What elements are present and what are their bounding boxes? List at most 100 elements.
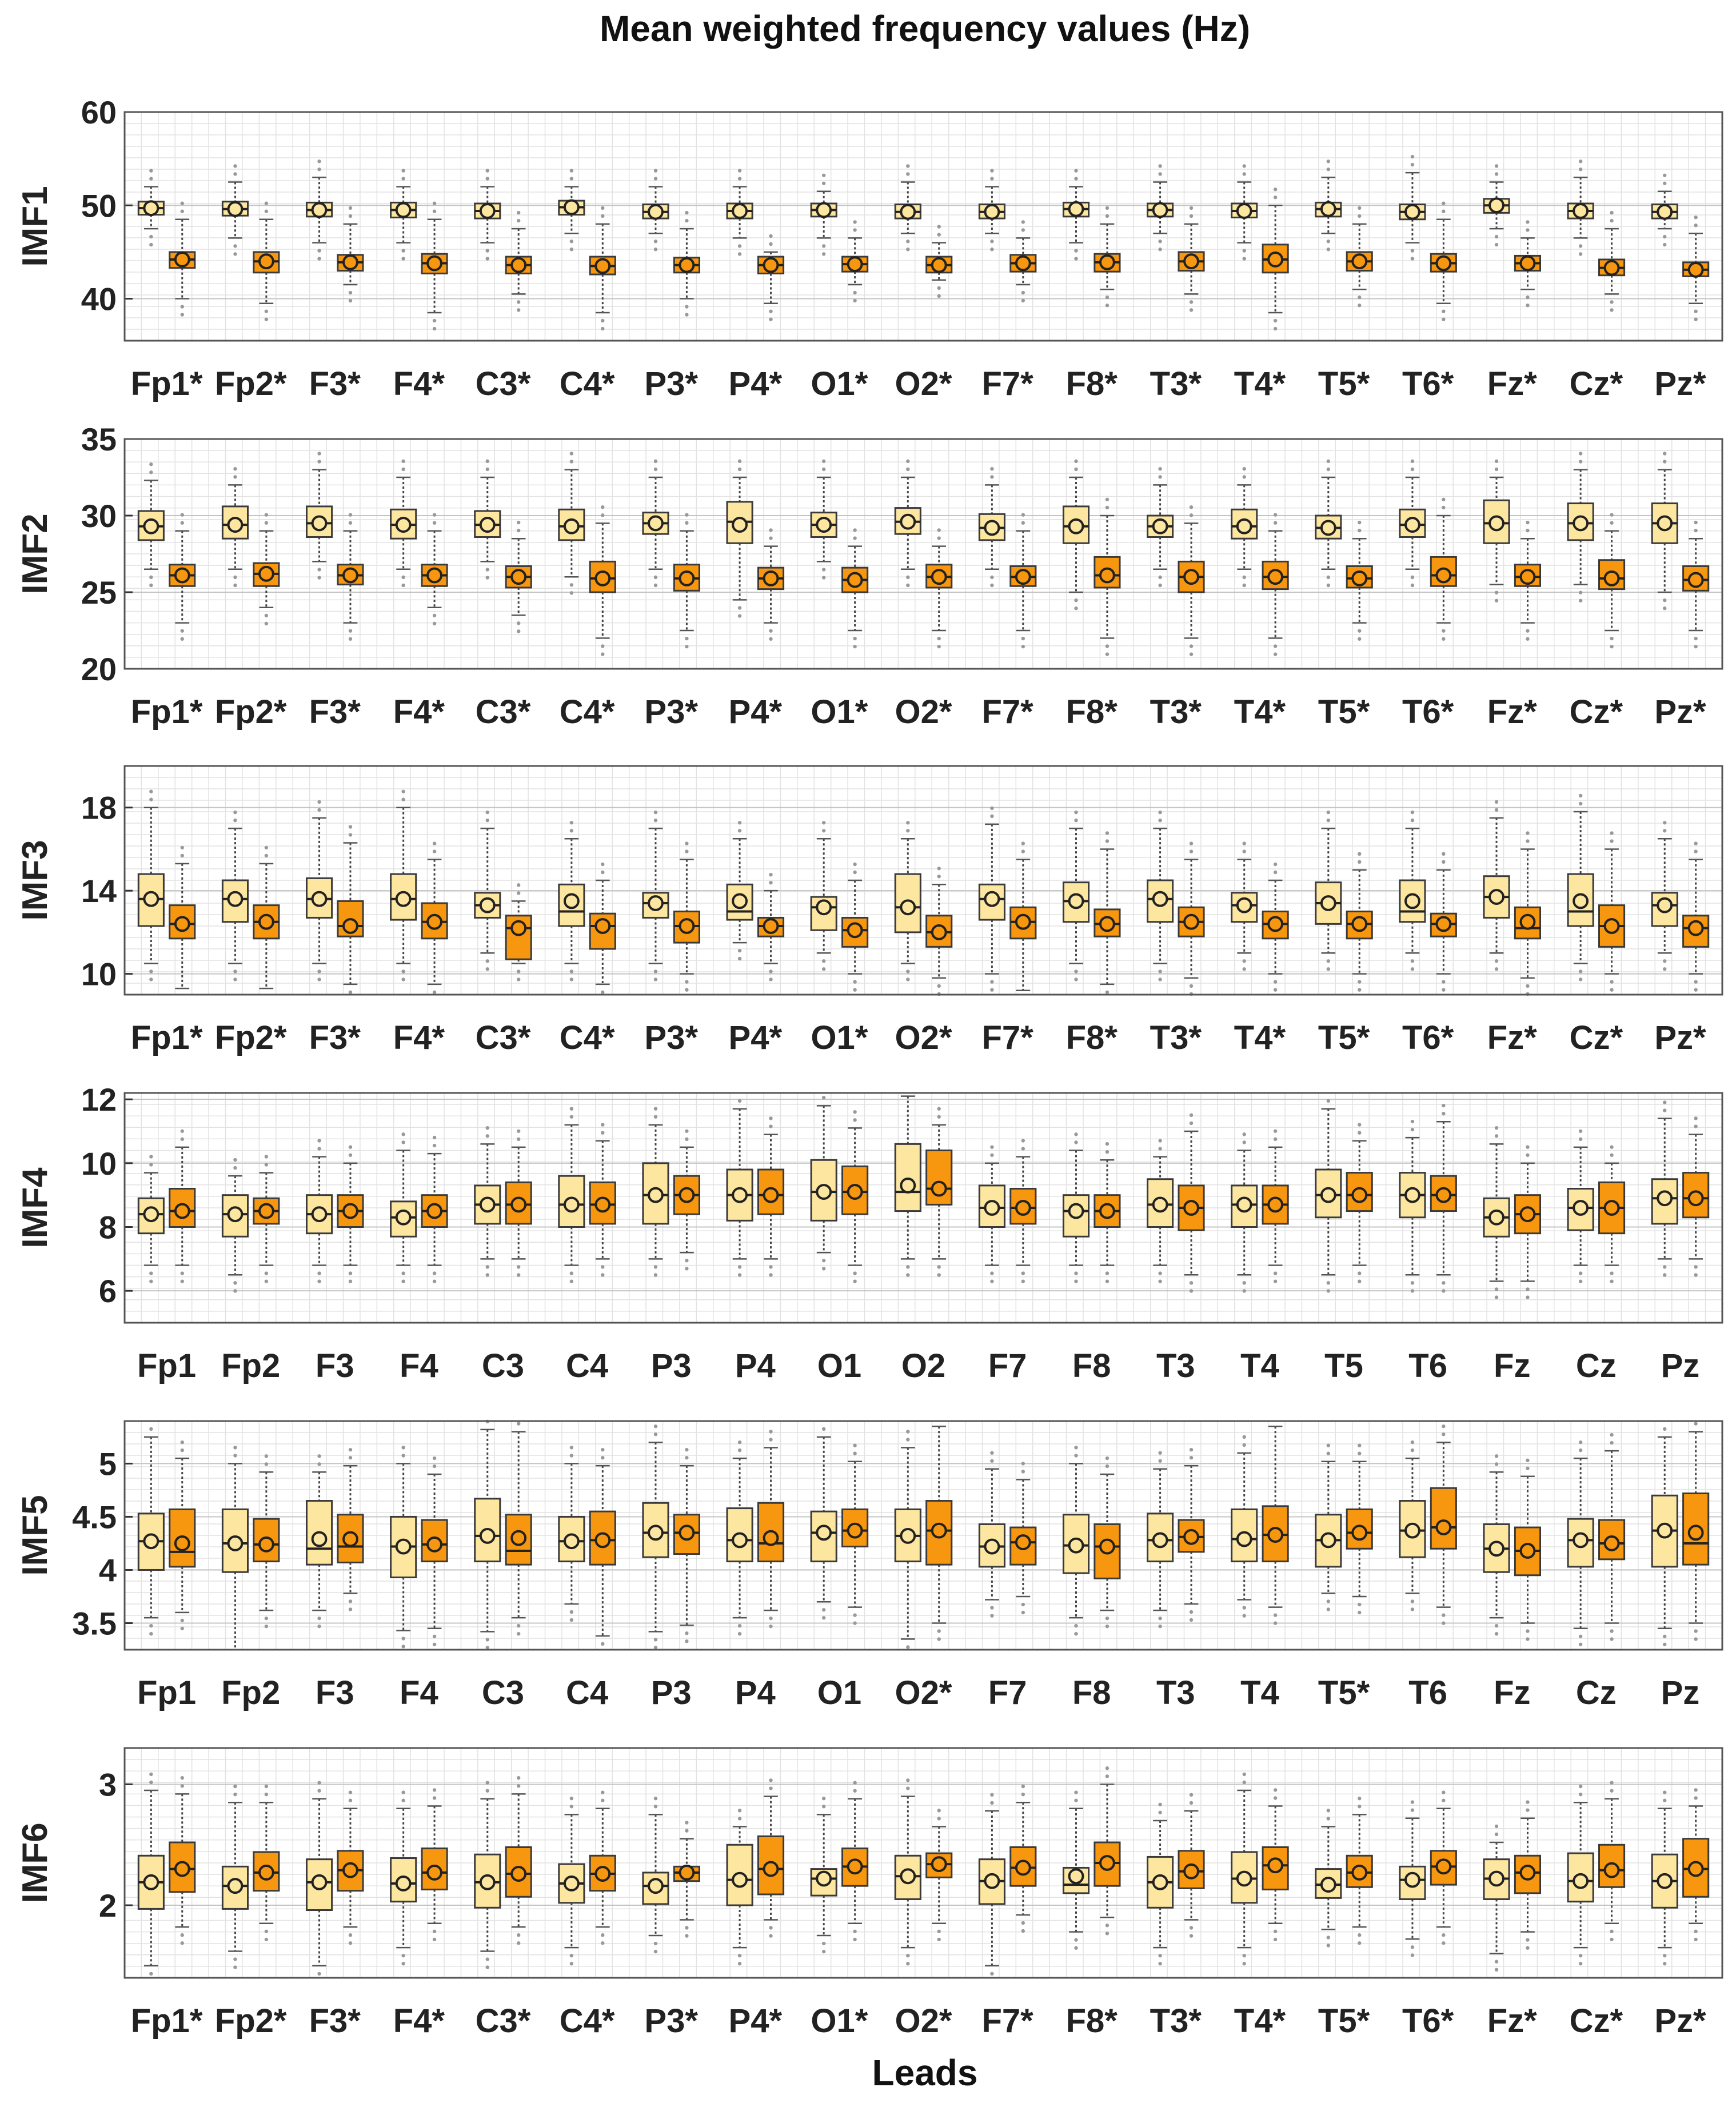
- panel-1-box-2: [1009, 220, 1037, 303]
- panel-1-box-2: [337, 206, 364, 303]
- panel-1-xtick-label: T6*: [1402, 365, 1454, 402]
- panel-2-box-1: [1483, 459, 1510, 602]
- panel-6-xtick-label: F4*: [393, 2002, 445, 2040]
- panel-6-box-2: [1094, 1766, 1121, 1936]
- panel-4-box-2: [253, 1155, 280, 1283]
- panel-4-box-2: [925, 1107, 953, 1277]
- panel-1-ytick-label: 50: [81, 187, 117, 224]
- panel-5-box-1: [390, 1446, 417, 1649]
- panel-4-ytick-label: 8: [99, 1210, 117, 1246]
- panel-4-xtick-label: Cz: [1576, 1347, 1617, 1384]
- panel-2-box-2: [1094, 497, 1121, 656]
- panel-2-box-2: [1430, 497, 1457, 641]
- panel-3-box-1: [642, 810, 669, 981]
- panel-4-box-2: [421, 1135, 448, 1283]
- panel-6-xtick-label: Fp1*: [131, 2002, 203, 2040]
- panel-6-box-1: [1315, 1809, 1342, 1948]
- panel-5-box-2: [925, 1426, 953, 1641]
- panel-4-box-1: [642, 1107, 669, 1277]
- panel-4-box-2: [589, 1123, 616, 1277]
- panel-1-box-2: [841, 220, 869, 303]
- panel-3-box-1: [894, 821, 921, 981]
- panel-1-box-1: [474, 169, 501, 261]
- panel-2-box-2: [1262, 513, 1289, 656]
- panel-1-xtick-label: C4*: [560, 365, 615, 402]
- panel-6-box-1: [474, 1781, 501, 1969]
- panel-2-box-2: [673, 513, 700, 649]
- panel-5-box-1: [1651, 1427, 1678, 1646]
- panel-6-xtick-label: Cz*: [1570, 2002, 1623, 2040]
- panel-2-xtick-label: F3*: [309, 693, 361, 731]
- panel-4-xtick-label: O2: [901, 1347, 945, 1384]
- panel-3-box-2: [589, 862, 616, 995]
- panel-3-box-1: [978, 806, 1005, 992]
- panel-3-box-1: [1147, 810, 1174, 981]
- panel-3-xtick-label: F7*: [981, 1019, 1033, 1056]
- panel-1-xtick-label: Cz*: [1570, 365, 1623, 402]
- panel-6-box-1: [1147, 1802, 1174, 1966]
- panel-3-box-2: [1178, 841, 1205, 996]
- panel-5-box-2: [169, 1440, 196, 1631]
- panel-3-box-2: [1346, 852, 1373, 992]
- panel-4-ytick-label: 12: [81, 1082, 117, 1118]
- panel-3-box-2: [505, 883, 532, 981]
- panel-4-box-2: [1682, 1116, 1710, 1277]
- panel-1-xtick-label: F4*: [393, 365, 445, 402]
- panel-5-ytick-label: 4.5: [72, 1499, 117, 1535]
- panel-2-box-1: [1315, 459, 1342, 588]
- panel-6-ytick-label: 3: [99, 1766, 117, 1802]
- panel-6-xtick-label: Fz*: [1487, 2002, 1537, 2040]
- panel-2-box-1: [558, 452, 585, 595]
- panel-6-box-2: [421, 1788, 448, 1942]
- panel-3-box-2: [673, 841, 700, 992]
- panel-1-box-1: [221, 164, 249, 256]
- panel-4-xtick-label: F8: [1072, 1347, 1111, 1384]
- panel-6-xtick-label: P4*: [729, 2002, 783, 2040]
- panel-2-box-2: [1346, 520, 1373, 641]
- panel-5-ytick-label: 5: [99, 1446, 117, 1482]
- panel-2-box-2: [253, 513, 280, 626]
- panel-3-box-1: [1483, 800, 1510, 971]
- panel-1-box-2: [589, 206, 616, 331]
- panel-4-box-1: [1315, 1099, 1342, 1293]
- panel-2-xtick-label: Fp2*: [215, 693, 287, 731]
- panel-1-xtick-label: Fz*: [1487, 365, 1537, 402]
- panel-5-box-2: [337, 1447, 364, 1611]
- panel-1-box-1: [558, 169, 585, 252]
- panel-5-xtick-label: T6: [1408, 1674, 1447, 1711]
- panel-1-box-1: [1147, 164, 1174, 252]
- panel-4-box-2: [1430, 1103, 1457, 1293]
- panel-5-box-1: [558, 1446, 585, 1622]
- panel-4-box-1: [1567, 1129, 1594, 1283]
- panel-2-xtick-label: F4*: [393, 693, 445, 731]
- panel-4-xtick-label: Fz: [1494, 1347, 1530, 1384]
- panel-1-box-1: [726, 169, 753, 256]
- panel-4-xtick-label: O1: [817, 1347, 861, 1384]
- panel-3-xtick-label: T6*: [1402, 1019, 1454, 1056]
- panel-4-box-1: [137, 1155, 165, 1283]
- panel-6-y-axis-label: IMF6: [15, 1822, 55, 1903]
- panel-5-ytick-label: 4: [99, 1552, 117, 1588]
- panel-3-box-2: [337, 825, 364, 995]
- panel-5-ytick-label: 3.5: [72, 1605, 117, 1641]
- panel-6-box-1: [221, 1784, 249, 1969]
- panel-3-box-1: [558, 821, 585, 981]
- panel-3-box-2: [757, 872, 785, 981]
- panel-1-ytick-label: 60: [81, 94, 117, 130]
- panel-5-box-1: [978, 1451, 1005, 1618]
- panel-4-box-1: [390, 1132, 417, 1283]
- panel-1-box-1: [978, 169, 1005, 252]
- panel-1-xtick-label: P4*: [729, 365, 783, 402]
- panel-2-xtick-label: O2*: [895, 693, 952, 731]
- panel-1-box-1: [894, 164, 921, 252]
- panel-2-box-2: [757, 528, 785, 641]
- panel-2-xtick-label: F7*: [981, 693, 1033, 731]
- panel-1-box-2: [1346, 206, 1373, 308]
- panel-3-box-1: [305, 800, 333, 981]
- panel-6-box-2: [589, 1790, 616, 1945]
- panel-2-y-axis-label: IMF2: [15, 513, 55, 594]
- panel-2-xtick-label: Fp1*: [131, 693, 203, 731]
- panel-4-box-1: [1651, 1100, 1678, 1277]
- panel-2-box-2: [1514, 520, 1542, 641]
- panel-2-xtick-label: T4*: [1234, 693, 1286, 731]
